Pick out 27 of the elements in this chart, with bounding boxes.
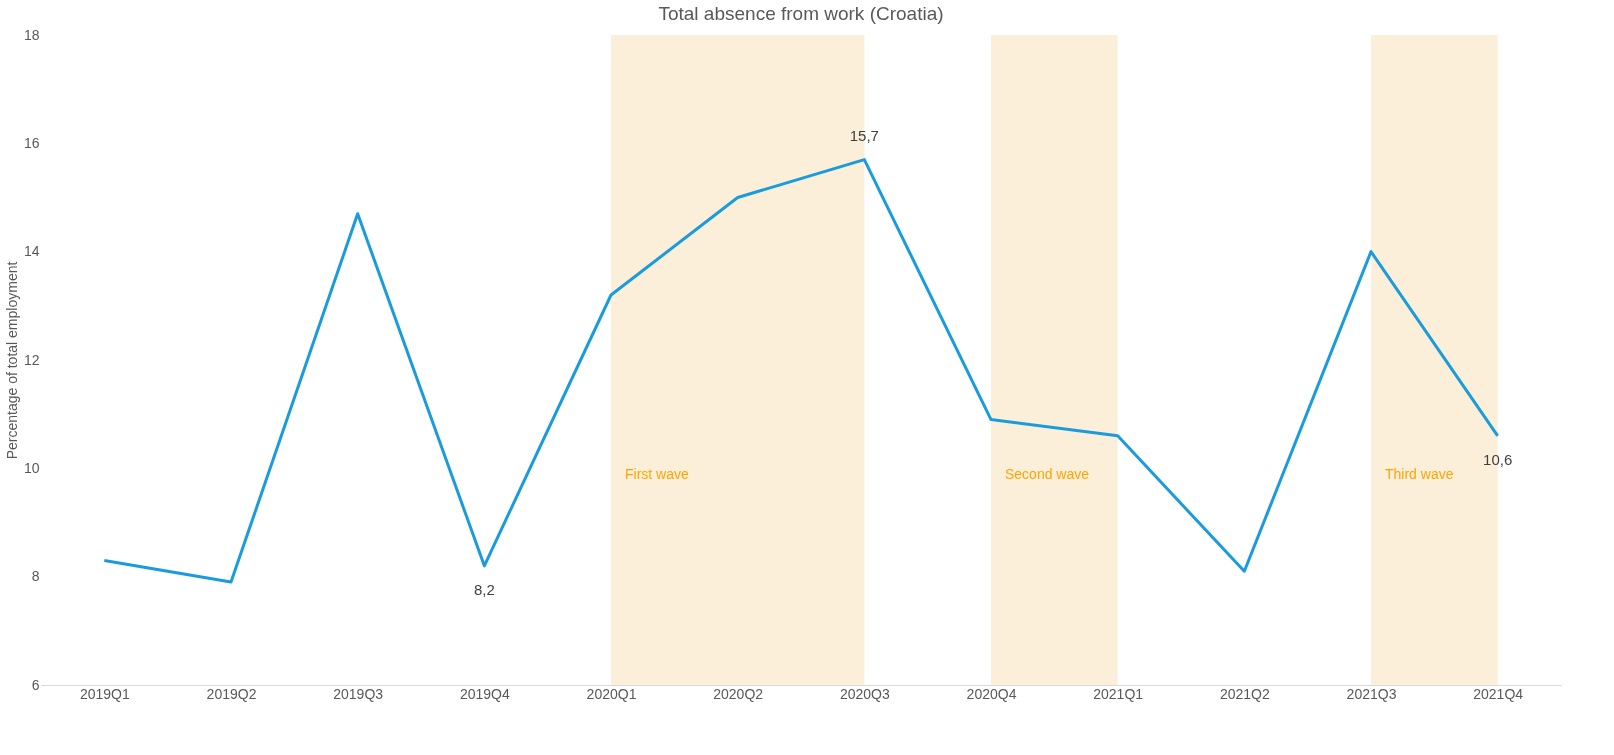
x-tick-label: 2020Q3 bbox=[839, 685, 890, 702]
x-tick-label: 2020Q4 bbox=[966, 685, 1017, 702]
y-tick-label: 18 bbox=[23, 26, 40, 43]
chart-title: Total absence from work (Croatia) bbox=[658, 3, 944, 24]
y-tick-label: 14 bbox=[23, 243, 40, 260]
x-tick-label: 2021Q4 bbox=[1473, 685, 1524, 702]
data-label: 10,6 bbox=[1483, 450, 1513, 468]
x-tick-label: 2020Q1 bbox=[586, 685, 637, 702]
band-label: Second wave bbox=[1005, 466, 1090, 482]
y-tick-label: 16 bbox=[23, 134, 40, 151]
y-tick-label: 12 bbox=[23, 351, 40, 368]
y-axis-title: Percentage of total employment bbox=[3, 261, 20, 460]
data-label: 15,7 bbox=[849, 126, 879, 144]
x-tick-label: 2020Q2 bbox=[713, 685, 764, 702]
x-tick-label: 2019Q2 bbox=[206, 685, 257, 702]
y-tick-label: 10 bbox=[23, 459, 40, 476]
x-tick-label: 2019Q1 bbox=[79, 685, 130, 702]
x-tick-label: 2021Q1 bbox=[1093, 685, 1144, 702]
x-tick-label: 2019Q4 bbox=[459, 685, 510, 702]
band-label: Third wave bbox=[1385, 466, 1454, 482]
y-tick-label: 6 bbox=[31, 676, 40, 693]
x-tick-label: 2021Q3 bbox=[1346, 685, 1397, 702]
data-label: 8,2 bbox=[473, 580, 495, 598]
x-tick-label: 2021Q2 bbox=[1219, 685, 1270, 702]
band-label: First wave bbox=[625, 466, 689, 482]
x-tick-label: 2019Q3 bbox=[333, 685, 384, 702]
y-tick-label: 8 bbox=[31, 568, 40, 585]
